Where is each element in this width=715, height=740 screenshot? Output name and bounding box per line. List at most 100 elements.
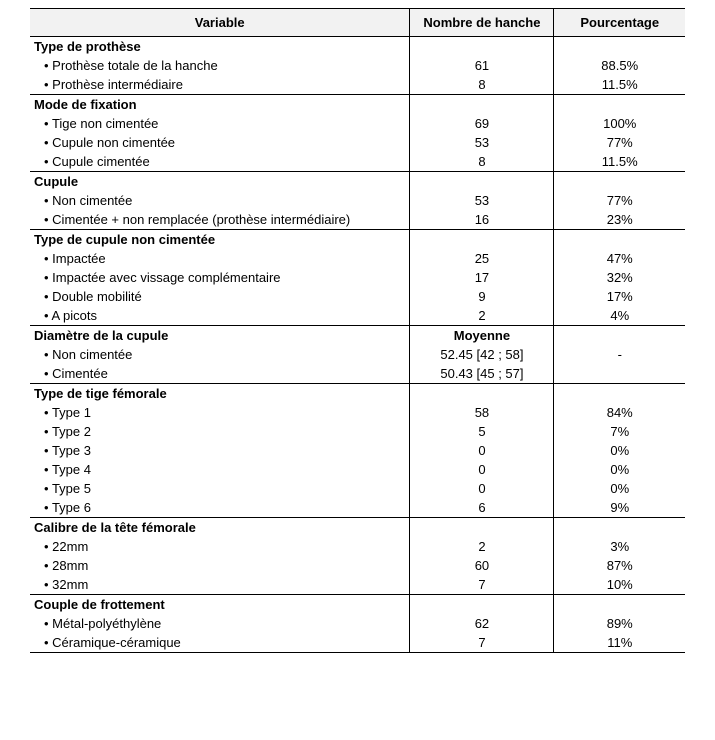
row-pct: 0% [554, 441, 685, 460]
row-pct: 32% [554, 268, 685, 287]
row-label: Type 5 [30, 479, 410, 498]
row-pct: 10% [554, 575, 685, 595]
row-pct: 77% [554, 191, 685, 210]
row-label: Impactée avec vissage complémentaire [30, 268, 410, 287]
section-title: Cupule [30, 172, 410, 192]
table-row: Type 15884% [30, 403, 685, 422]
table-row: Prothèse totale de la hanche6188.5% [30, 56, 685, 75]
row-pct: 0% [554, 479, 685, 498]
table-row: Cimentée + non remplacée (prothèse inter… [30, 210, 685, 230]
section-title: Diamètre de la cupule [30, 326, 410, 346]
section-pct-header [554, 95, 685, 115]
row-label: Métal-polyéthylène [30, 614, 410, 633]
row-label: Type 3 [30, 441, 410, 460]
section-pct-header [554, 595, 685, 615]
row-pct: 7% [554, 422, 685, 441]
row-label: Cupule non cimentée [30, 133, 410, 152]
table-row: A picots24% [30, 306, 685, 326]
section-count-header [410, 37, 554, 57]
col-header-pct: Pourcentage [554, 9, 685, 37]
section-count-header [410, 95, 554, 115]
row-pct: 3% [554, 537, 685, 556]
row-label: A picots [30, 306, 410, 326]
section-count-header [410, 384, 554, 404]
section-title: Couple de frottement [30, 595, 410, 615]
row-pct: 87% [554, 556, 685, 575]
section-header: Diamètre de la cupuleMoyenne [30, 326, 685, 346]
row-pct: 17% [554, 287, 685, 306]
row-pct: 100% [554, 114, 685, 133]
row-count: 7 [410, 575, 554, 595]
row-count: 8 [410, 75, 554, 95]
table-row: Tige non cimentée69100% [30, 114, 685, 133]
row-pct: 11.5% [554, 152, 685, 172]
row-pct: 0% [554, 460, 685, 479]
table-row: Cimentée50.43 [45 ; 57] [30, 364, 685, 384]
row-pct: 4% [554, 306, 685, 326]
row-label: Prothèse intermédiaire [30, 75, 410, 95]
section-count-header [410, 230, 554, 250]
row-count: 7 [410, 633, 554, 653]
table-row: Non cimentée52.45 [42 ; 58]- [30, 345, 685, 364]
section-pct-header [554, 384, 685, 404]
section-header: Calibre de la tête fémorale [30, 518, 685, 538]
row-count: 6 [410, 498, 554, 518]
section-header: Type de prothèse [30, 37, 685, 57]
row-count: 2 [410, 537, 554, 556]
row-pct: 89% [554, 614, 685, 633]
col-header-count: Nombre de hanche [410, 9, 554, 37]
row-label: Cupule cimentée [30, 152, 410, 172]
table-row: Type 300% [30, 441, 685, 460]
row-label: Impactée [30, 249, 410, 268]
section-count-header: Moyenne [410, 326, 554, 346]
section-title: Mode de fixation [30, 95, 410, 115]
section-header: Type de tige fémorale [30, 384, 685, 404]
section-count-header [410, 595, 554, 615]
section-pct-header [554, 172, 685, 192]
section-title: Type de cupule non cimentée [30, 230, 410, 250]
section-title: Type de tige fémorale [30, 384, 410, 404]
table-row: Métal-polyéthylène6289% [30, 614, 685, 633]
row-label: 28mm [30, 556, 410, 575]
table-row: Type 500% [30, 479, 685, 498]
row-label: Non cimentée [30, 191, 410, 210]
row-count: 69 [410, 114, 554, 133]
table-row: Cupule non cimentée5377% [30, 133, 685, 152]
row-pct: 88.5% [554, 56, 685, 75]
row-count: 0 [410, 441, 554, 460]
row-pct: 77% [554, 133, 685, 152]
section-title: Type de prothèse [30, 37, 410, 57]
table-row: Impactée2547% [30, 249, 685, 268]
row-label: Tige non cimentée [30, 114, 410, 133]
row-count: 53 [410, 133, 554, 152]
table-row: Double mobilité917% [30, 287, 685, 306]
row-count: 9 [410, 287, 554, 306]
row-count: 0 [410, 460, 554, 479]
row-label: Type 1 [30, 403, 410, 422]
row-pct [554, 364, 685, 384]
section-pct-header [554, 37, 685, 57]
table-row: 28mm6087% [30, 556, 685, 575]
row-pct: 11.5% [554, 75, 685, 95]
data-table: Variable Nombre de hanche Pourcentage Ty… [30, 8, 685, 653]
row-label: Type 6 [30, 498, 410, 518]
row-count: 61 [410, 56, 554, 75]
section-header: Type de cupule non cimentée [30, 230, 685, 250]
row-count: 17 [410, 268, 554, 287]
row-count: 5 [410, 422, 554, 441]
row-label: 22mm [30, 537, 410, 556]
table-row: Type 257% [30, 422, 685, 441]
section-title: Calibre de la tête fémorale [30, 518, 410, 538]
row-count: 60 [410, 556, 554, 575]
section-header: Cupule [30, 172, 685, 192]
row-pct: 11% [554, 633, 685, 653]
row-pct: 84% [554, 403, 685, 422]
row-count: 25 [410, 249, 554, 268]
section-header: Mode de fixation [30, 95, 685, 115]
row-pct: 23% [554, 210, 685, 230]
row-count: 2 [410, 306, 554, 326]
col-header-variable: Variable [30, 9, 410, 37]
table-header-row: Variable Nombre de hanche Pourcentage [30, 9, 685, 37]
row-label: 32mm [30, 575, 410, 595]
section-pct-header [554, 326, 685, 346]
